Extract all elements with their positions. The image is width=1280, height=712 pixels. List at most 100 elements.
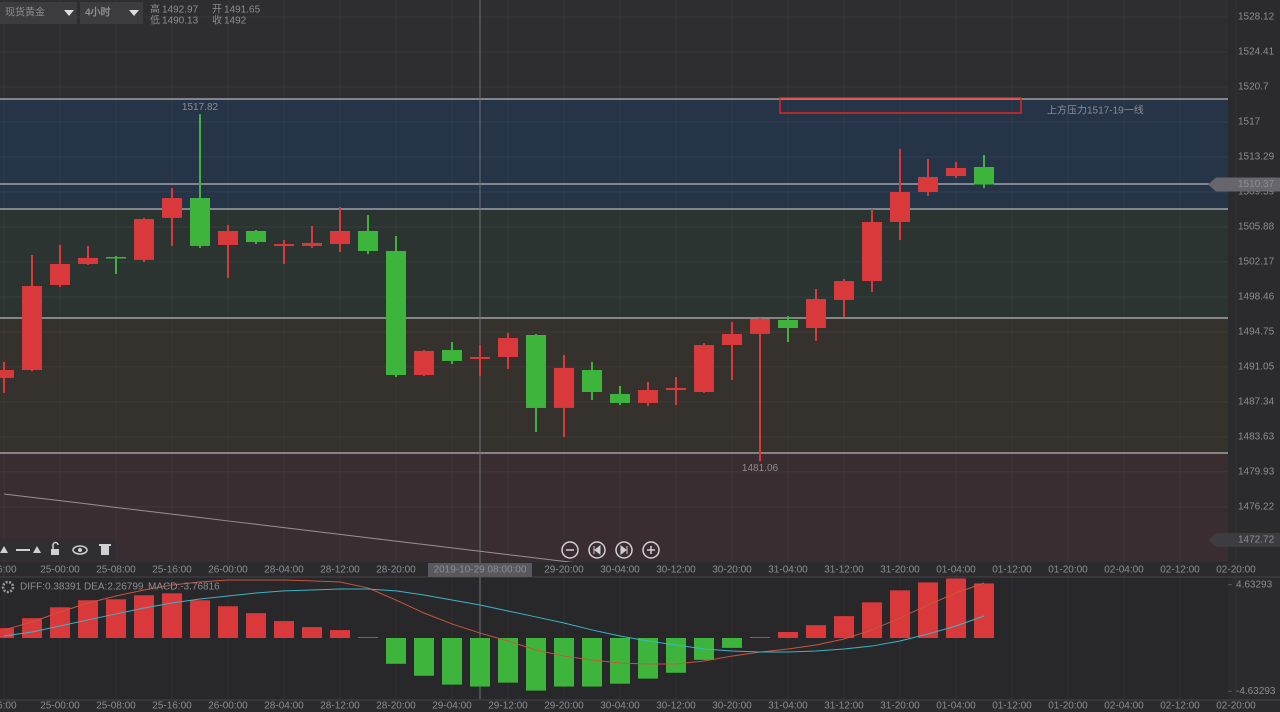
y-tick-label: 1487.34 bbox=[1238, 397, 1275, 408]
macd-bar bbox=[666, 638, 686, 673]
candle-body bbox=[246, 230, 266, 243]
macd-legend: MACD:-3.76816 bbox=[148, 582, 220, 593]
nav-button[interactable] bbox=[588, 541, 606, 559]
candle-body bbox=[162, 198, 182, 218]
macd-bar bbox=[470, 638, 490, 687]
tool-icon[interactable] bbox=[33, 546, 41, 553]
price-zone bbox=[0, 0, 1228, 100]
axis-strip bbox=[0, 562, 1280, 577]
candle-body bbox=[50, 264, 70, 285]
candle-body bbox=[358, 230, 378, 251]
x-tick-label: 31-20:00 bbox=[880, 565, 920, 576]
eye-icon[interactable] bbox=[72, 545, 88, 555]
settings-icon[interactable] bbox=[1, 580, 15, 594]
x-tick-label: 29-12:00 bbox=[488, 701, 528, 712]
candle-body bbox=[834, 281, 854, 300]
candle-body bbox=[750, 318, 770, 334]
x-tick-label: 01-20:00 bbox=[1048, 701, 1088, 712]
y-tick-label: 1517 bbox=[1238, 117, 1261, 128]
macd-bar bbox=[274, 621, 294, 638]
lock-icon[interactable] bbox=[51, 549, 59, 555]
macd-bar bbox=[106, 599, 126, 638]
candle-body bbox=[0, 370, 14, 378]
macd-bar bbox=[554, 638, 574, 687]
x-tick-label: 30-20:00 bbox=[712, 565, 752, 576]
x-tick-label: 02-04:00 bbox=[1104, 565, 1144, 576]
macd-bar bbox=[22, 618, 42, 638]
period-button[interactable] bbox=[80, 2, 143, 24]
x-tick-label: 30-04:00 bbox=[600, 701, 640, 712]
y-tick-label: 1520.7 bbox=[1238, 82, 1269, 93]
ma-tag: 1472.72 bbox=[1238, 535, 1275, 546]
crosshair-label-bg bbox=[428, 563, 532, 577]
x-tick-label: 02-04:00 bbox=[1104, 701, 1144, 712]
candle-body bbox=[974, 166, 994, 185]
macd-bar bbox=[610, 638, 630, 684]
macd-bar bbox=[218, 606, 238, 638]
macd-bar bbox=[302, 627, 322, 638]
macd-bar bbox=[778, 632, 798, 638]
diff-line bbox=[3, 579, 985, 665]
candle-body bbox=[778, 319, 798, 329]
candle-body bbox=[526, 334, 546, 408]
tool-icon[interactable] bbox=[0, 546, 8, 553]
y-tick-label: 1528.12 bbox=[1238, 12, 1275, 23]
candle-body bbox=[554, 367, 574, 408]
candle-body bbox=[946, 168, 966, 177]
symbol-button[interactable] bbox=[0, 2, 77, 24]
candle-body bbox=[582, 370, 602, 393]
macd-bar bbox=[582, 638, 602, 687]
macd-bar bbox=[0, 628, 14, 638]
x-tick-label: 28-20:00 bbox=[376, 565, 416, 576]
x-tick-label: 30-12:00 bbox=[656, 701, 696, 712]
macd-bar bbox=[834, 616, 854, 638]
x-tick-label: 25-08:00 bbox=[96, 701, 136, 712]
macd-bar bbox=[946, 578, 966, 638]
macd-bar bbox=[190, 600, 210, 638]
x-tick-label: 16:00 bbox=[0, 565, 17, 576]
x-tick-label: 25-16:00 bbox=[152, 701, 192, 712]
nav-button[interactable] bbox=[642, 541, 660, 559]
candle-body bbox=[386, 250, 406, 376]
candle-body bbox=[890, 191, 910, 223]
candle-body bbox=[330, 230, 350, 244]
x-tick-label: 01-12:00 bbox=[992, 565, 1032, 576]
quote-label: 低 bbox=[150, 14, 160, 27]
macd-bar bbox=[862, 602, 882, 638]
x-tick-label: 02-20:00 bbox=[1216, 565, 1256, 576]
price-axis-bg bbox=[1228, 0, 1280, 712]
x-tick-label: 02-20:00 bbox=[1216, 701, 1256, 712]
quote-value: 1490.13 bbox=[162, 16, 199, 27]
candle-body bbox=[638, 390, 658, 403]
macd-bar bbox=[78, 600, 98, 638]
macd-bar bbox=[330, 630, 350, 638]
x-tick-label: 31-04:00 bbox=[768, 701, 808, 712]
candle-body bbox=[806, 299, 826, 329]
macd-bar bbox=[918, 582, 938, 638]
dropdown-arrow bbox=[129, 10, 139, 16]
symbol-label: 现货黄金 bbox=[5, 6, 45, 19]
candle-body bbox=[414, 350, 434, 376]
x-tick-label: 01-12:00 bbox=[992, 701, 1032, 712]
macd-bar bbox=[386, 638, 406, 664]
trash-icon bbox=[99, 544, 111, 546]
candle-body bbox=[470, 356, 490, 359]
last-price-tag-bg bbox=[1208, 177, 1280, 192]
annotation-box bbox=[779, 97, 1022, 114]
macd-bar bbox=[358, 636, 378, 638]
x-tick-label: 25-00:00 bbox=[40, 565, 80, 576]
x-tick-label: 16:00 bbox=[0, 701, 17, 712]
nav-button[interactable] bbox=[561, 541, 579, 559]
nav-button[interactable] bbox=[615, 541, 633, 559]
trash-icon[interactable] bbox=[101, 546, 109, 555]
candle-body bbox=[274, 243, 294, 246]
x-tick-label: 31-12:00 bbox=[824, 701, 864, 712]
macd-bar bbox=[974, 583, 994, 638]
macd-bar bbox=[638, 638, 658, 679]
moving-average bbox=[3, 493, 574, 562]
candle-body bbox=[666, 387, 686, 391]
x-tick-label: 01-20:00 bbox=[1048, 565, 1088, 576]
